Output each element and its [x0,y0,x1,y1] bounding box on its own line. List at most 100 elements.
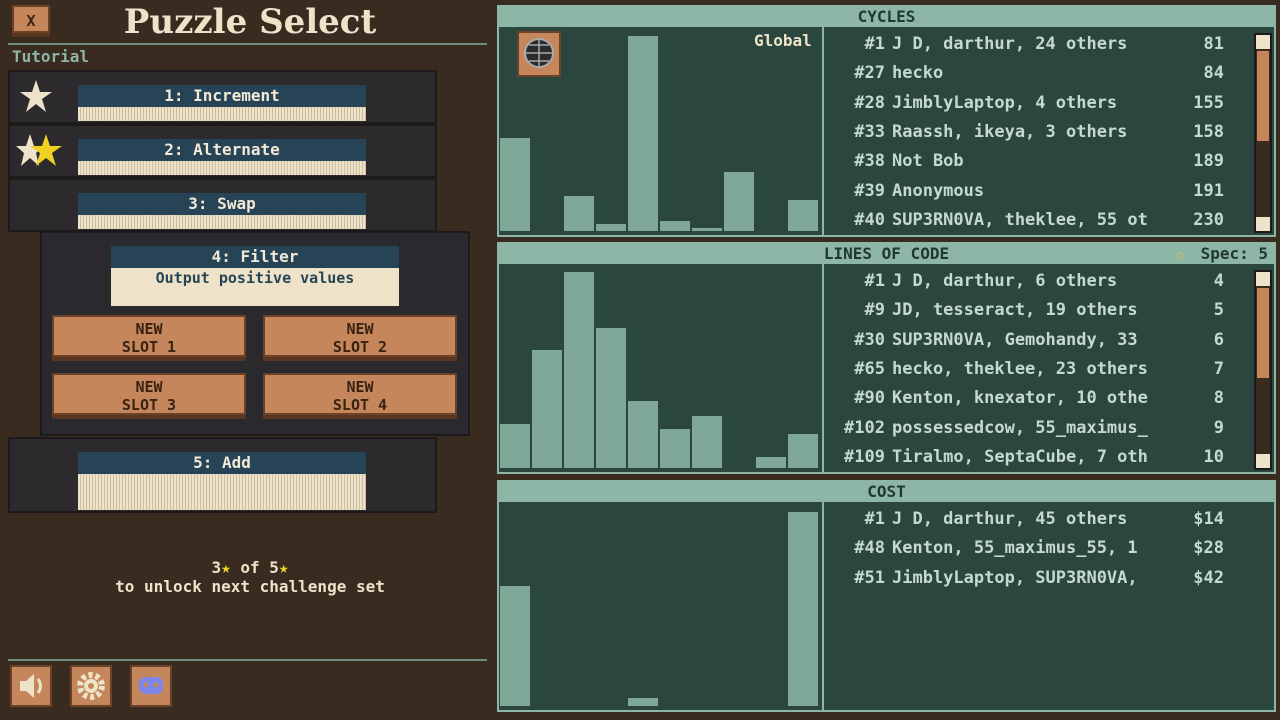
star-icon: ★ [278,558,289,577]
puzzle-strip [78,161,366,175]
entry-score: 7 [1213,358,1224,379]
entry-score: 81 [1203,34,1224,54]
panel-header: CYCLES [499,7,1274,27]
entry-rank: #38 [854,151,885,172]
puzzle-label: 4: Filter [111,246,399,268]
star-icon [16,134,62,166]
panel-header: COST [499,482,1274,502]
histogram-bar [660,429,690,468]
entry-rank: #1 [864,271,885,291]
stars-have: 3 [211,558,222,577]
entry-score: 158 [1193,121,1224,142]
histogram-bar [660,221,690,231]
slot-button[interactable]: NEW SLOT 3 [52,373,246,415]
unlock-text: to unlock next challenge set [115,577,385,596]
star-icon: ★ [221,558,231,577]
puzzle-label: 5: Add [78,452,366,474]
scroll-up [1256,35,1270,49]
divider [822,502,824,710]
puzzle-card[interactable]: 1: Increment [8,70,437,124]
entry-rank: #30 [854,329,885,350]
entry-score: 4 [1213,271,1224,291]
entry-names: JD, tesseract, 19 others [892,300,1138,321]
entry-rank: #90 [854,388,885,409]
leaderboard-panel: LINES OF CODE ☆ Spec: 5 #1 J D, darthur, 6 o… [497,242,1276,474]
entry-score: $28 [1193,538,1224,559]
sound-button[interactable] [10,665,52,707]
scroll-up [1256,272,1270,286]
divider [8,659,487,661]
panel-header: LINES OF CODE ☆ Spec: 5 [499,244,1274,264]
entry-rank: #9 [864,300,885,321]
slot-button[interactable]: NEW SLOT 1 [52,315,246,357]
entry-names: Kenton, knexator, 10 othe [892,388,1148,409]
entry-names: Anonymous [892,180,985,201]
entry-score: 9 [1213,417,1224,438]
stars-total: 5 [269,558,279,577]
entry-names: hecko [892,63,944,84]
scrollbar[interactable] [1254,33,1272,233]
entry-score: 155 [1193,92,1224,113]
entry-names: J D, darthur, 45 others [892,509,1128,529]
panel-title: CYCLES [857,7,916,26]
histogram-bar [788,200,818,231]
entry-names: SUP3RN0VA, theklee, 55 ot [892,209,1148,230]
histogram-bar [628,36,658,231]
entry-names: J D, darthur, 24 others [892,34,1128,54]
global-button[interactable] [517,31,561,77]
unlock-info: 3★ of 5★ to unlock next challenge set [0,558,500,596]
entry-rank: #65 [854,358,885,379]
entry-rank: #1 [864,34,885,54]
star-icon [20,80,52,112]
scroll-thumb [1257,51,1269,141]
close-button[interactable]: X [12,5,50,33]
entry-names: Raassh, ikeya, 3 others [892,121,1128,142]
puzzle-strip [78,474,366,510]
puzzle-strip [78,215,366,229]
entry-rank: #109 [844,446,885,467]
entry-rank: #48 [854,538,885,559]
entry-names: JimblyLaptop, 4 others [892,92,1118,113]
entry-names: Tiralmo, SeptaCube, 7 oth [892,446,1148,467]
section-label: Tutorial [12,47,90,66]
slot-button[interactable]: NEW SLOT 2 [263,315,457,357]
histogram-bar [500,138,530,231]
entry-score: 191 [1193,180,1224,201]
scope-label: Global [754,31,812,50]
histogram-bar [756,457,786,468]
star-icon: ☆ [1175,244,1185,263]
puzzle-card[interactable]: 3: Swap [8,178,437,232]
entry-score: 5 [1213,300,1224,321]
slot-button[interactable]: NEW SLOT 4 [263,373,457,415]
histogram-bar [596,224,626,231]
puzzle-label: 1: Increment [78,85,366,107]
entry-score: 6 [1213,329,1224,350]
entry-score: $14 [1193,509,1224,529]
scroll-down [1256,217,1270,231]
title: Puzzle Select [123,2,377,42]
entry-score: 189 [1193,151,1224,172]
puzzle-card[interactable]: 2: Alternate [8,124,437,178]
leaderboard-panel: CYCLES Global #1 J D, darthur, 24 others 81 #… [497,5,1276,237]
puzzle-strip [78,107,366,121]
puzzle-card[interactable]: 5: Add [8,437,437,513]
histogram-bar [500,424,530,468]
entry-names: hecko, theklee, 23 others [892,358,1148,379]
discord-button[interactable] [130,665,172,707]
histogram-bar [564,272,594,468]
histogram-bar [628,698,658,706]
scroll-thumb [1257,288,1269,378]
histogram-bar [788,434,818,468]
puzzle-label: 2: Alternate [78,139,366,161]
entry-rank: #40 [854,209,885,230]
histogram-bar [724,172,754,231]
entry-names: J D, darthur, 6 others [892,271,1118,291]
entry-names: Kenton, 55_maximus_55, 1 [892,538,1138,559]
divider [822,264,824,472]
panel-title: LINES OF CODE [823,244,950,263]
settings-button[interactable] [70,665,112,707]
histogram-bar [788,512,818,706]
scrollbar[interactable] [1254,270,1272,470]
entry-names: Not Bob [892,151,964,172]
